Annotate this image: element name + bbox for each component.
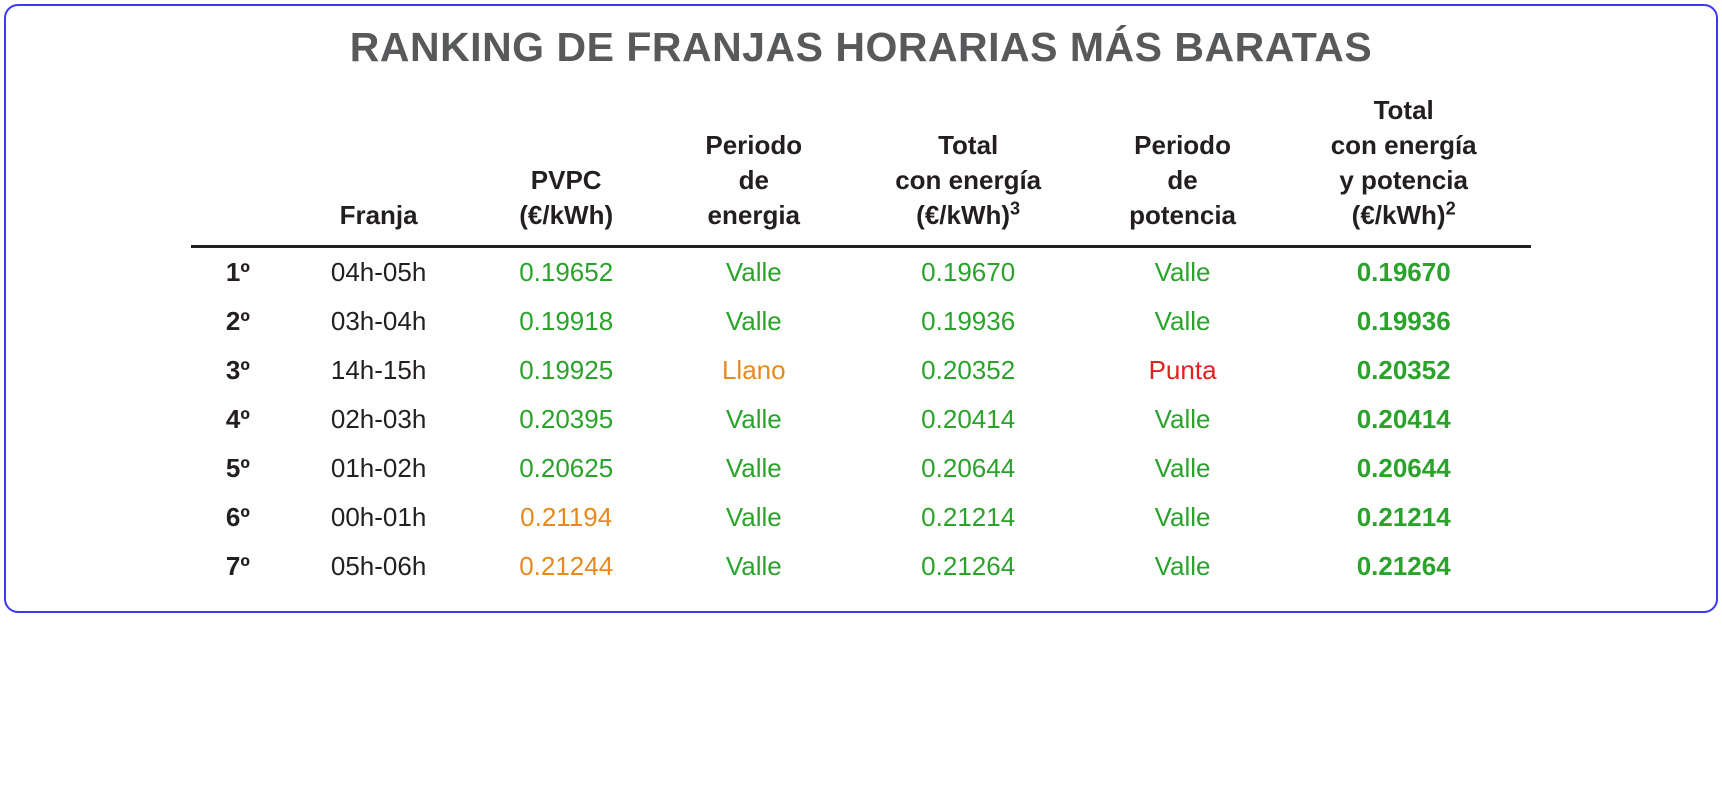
table-row: 1º04h-05h0.19652Valle0.19670Valle0.19670 [191, 247, 1531, 298]
rank-cell: 4º [191, 395, 285, 444]
card-container: RANKING DE FRANJAS HORARIAS MÁS BARATAS … [4, 4, 1718, 613]
franja-cell: 05h-06h [285, 542, 473, 591]
periodo-potencia-cell: Valle [1089, 395, 1277, 444]
table-row: 4º02h-03h0.20395Valle0.20414Valle0.20414 [191, 395, 1531, 444]
total-energia-potencia-cell: 0.20644 [1276, 444, 1531, 493]
rank-cell: 3º [191, 346, 285, 395]
column-header-periodo_potencia: Periododepotencia [1089, 89, 1277, 247]
periodo-energia-cell: Valle [660, 542, 848, 591]
total-energia-potencia-cell: 0.19670 [1276, 247, 1531, 298]
table-body: 1º04h-05h0.19652Valle0.19670Valle0.19670… [191, 247, 1531, 592]
table-row: 2º03h-04h0.19918Valle0.19936Valle0.19936 [191, 297, 1531, 346]
total-energia-cell: 0.19936 [848, 297, 1089, 346]
periodo-energia-cell: Valle [660, 444, 848, 493]
rank-cell: 6º [191, 493, 285, 542]
ranking-table: FranjaPVPC(€/kWh)PeriododeenergiaTotalco… [191, 89, 1531, 591]
periodo-potencia-cell: Valle [1089, 542, 1277, 591]
table-row: 7º05h-06h0.21244Valle0.21264Valle0.21264 [191, 542, 1531, 591]
total-energia-cell: 0.21214 [848, 493, 1089, 542]
franja-cell: 00h-01h [285, 493, 473, 542]
franja-cell: 03h-04h [285, 297, 473, 346]
total-energia-cell: 0.20644 [848, 444, 1089, 493]
franja-cell: 02h-03h [285, 395, 473, 444]
pvpc-cell: 0.19652 [472, 247, 660, 298]
rank-cell: 7º [191, 542, 285, 591]
periodo-energia-cell: Valle [660, 493, 848, 542]
total-energia-potencia-cell: 0.21214 [1276, 493, 1531, 542]
pvpc-cell: 0.19925 [472, 346, 660, 395]
total-energia-cell: 0.20414 [848, 395, 1089, 444]
total-energia-potencia-cell: 0.21264 [1276, 542, 1531, 591]
column-header-periodo_energia: Periododeenergia [660, 89, 848, 247]
franja-cell: 04h-05h [285, 247, 473, 298]
periodo-energia-cell: Llano [660, 346, 848, 395]
periodo-potencia-cell: Valle [1089, 493, 1277, 542]
rank-cell: 2º [191, 297, 285, 346]
total-energia-cell: 0.21264 [848, 542, 1089, 591]
rank-cell: 5º [191, 444, 285, 493]
periodo-energia-cell: Valle [660, 395, 848, 444]
periodo-potencia-cell: Punta [1089, 346, 1277, 395]
column-header-total_energia: Totalcon energía(€/kWh)3 [848, 89, 1089, 247]
pvpc-cell: 0.20395 [472, 395, 660, 444]
total-energia-potencia-cell: 0.20352 [1276, 346, 1531, 395]
table-row: 5º01h-02h0.20625Valle0.20644Valle0.20644 [191, 444, 1531, 493]
column-header-total_energia_potencia: Totalcon energíay potencia(€/kWh)2 [1276, 89, 1531, 247]
periodo-potencia-cell: Valle [1089, 297, 1277, 346]
table-header-row: FranjaPVPC(€/kWh)PeriododeenergiaTotalco… [191, 89, 1531, 247]
column-header-rank [191, 89, 285, 247]
column-header-pvpc: PVPC(€/kWh) [472, 89, 660, 247]
pvpc-cell: 0.21194 [472, 493, 660, 542]
periodo-potencia-cell: Valle [1089, 444, 1277, 493]
periodo-energia-cell: Valle [660, 247, 848, 298]
periodo-potencia-cell: Valle [1089, 247, 1277, 298]
total-energia-cell: 0.19670 [848, 247, 1089, 298]
table-header: FranjaPVPC(€/kWh)PeriododeenergiaTotalco… [191, 89, 1531, 247]
franja-cell: 01h-02h [285, 444, 473, 493]
total-energia-potencia-cell: 0.20414 [1276, 395, 1531, 444]
periodo-energia-cell: Valle [660, 297, 848, 346]
pvpc-cell: 0.19918 [472, 297, 660, 346]
rank-cell: 1º [191, 247, 285, 298]
table-row: 3º14h-15h0.19925Llano0.20352Punta0.20352 [191, 346, 1531, 395]
pvpc-cell: 0.20625 [472, 444, 660, 493]
total-energia-cell: 0.20352 [848, 346, 1089, 395]
total-energia-potencia-cell: 0.19936 [1276, 297, 1531, 346]
table-wrapper: FranjaPVPC(€/kWh)PeriododeenergiaTotalco… [191, 89, 1531, 591]
column-header-franja: Franja [285, 89, 473, 247]
page-title: RANKING DE FRANJAS HORARIAS MÁS BARATAS [56, 24, 1666, 71]
table-row: 6º00h-01h0.21194Valle0.21214Valle0.21214 [191, 493, 1531, 542]
franja-cell: 14h-15h [285, 346, 473, 395]
pvpc-cell: 0.21244 [472, 542, 660, 591]
